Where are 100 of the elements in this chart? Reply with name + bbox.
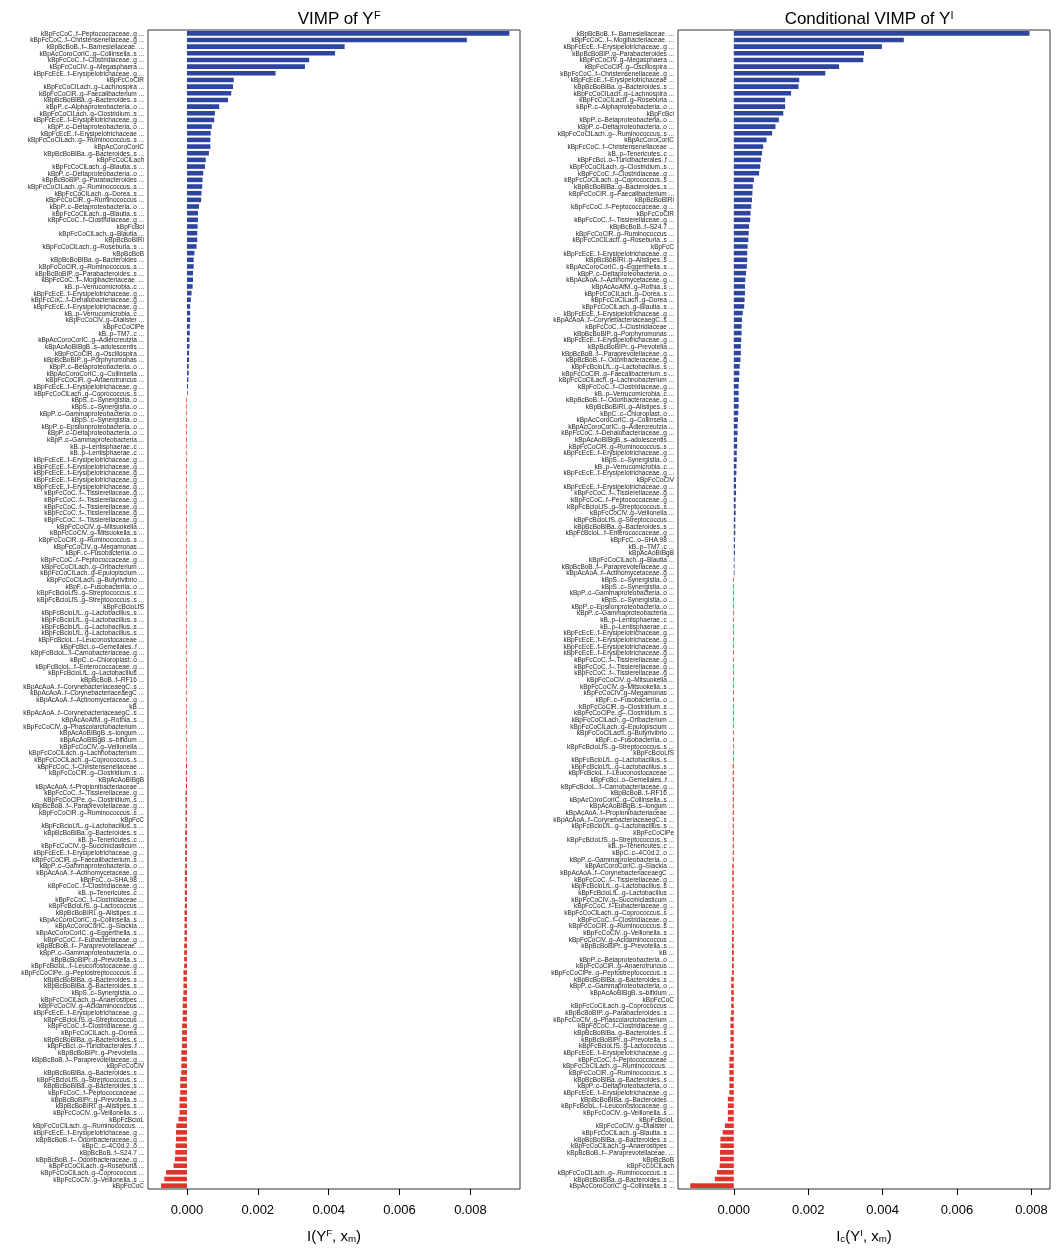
bar	[166, 1170, 187, 1175]
bar	[186, 170, 204, 176]
bar	[733, 324, 742, 329]
bar	[180, 1090, 187, 1095]
bar	[733, 84, 799, 89]
bar	[720, 1136, 734, 1142]
bar	[182, 1010, 187, 1015]
bar	[186, 264, 194, 269]
x-tick-label: 0.004	[866, 1202, 899, 1217]
x-tick-label: 0.002	[791, 1202, 825, 1217]
bar	[729, 1056, 734, 1062]
bar	[733, 164, 761, 169]
bar	[733, 364, 740, 369]
bar	[730, 1030, 734, 1035]
bar	[731, 990, 734, 995]
bar	[733, 424, 738, 429]
bar	[186, 144, 211, 149]
bar	[724, 1123, 734, 1129]
bar	[690, 1183, 734, 1188]
bar	[733, 284, 745, 289]
bar	[730, 1043, 734, 1049]
bar	[184, 876, 187, 882]
bar	[733, 44, 882, 49]
bar	[186, 277, 193, 283]
bar	[186, 357, 190, 363]
bar	[184, 943, 187, 949]
bar	[733, 130, 773, 136]
x-tick-label: 0.008	[1015, 1202, 1048, 1217]
bar	[733, 317, 742, 323]
bar	[733, 90, 792, 96]
bar	[733, 337, 742, 343]
bar	[186, 51, 336, 56]
bar	[180, 1076, 187, 1082]
bar	[731, 1003, 734, 1009]
bar	[731, 996, 734, 1002]
bar	[186, 150, 209, 156]
bar	[733, 124, 776, 129]
bar	[729, 1076, 734, 1082]
bar	[178, 1116, 187, 1122]
x-tick-label: 0.006	[940, 1202, 974, 1217]
bar	[733, 437, 738, 442]
bar	[179, 1110, 187, 1115]
bar	[181, 1050, 187, 1055]
x-tick-label: 0.000	[170, 1202, 204, 1217]
bar	[175, 1130, 187, 1135]
bar	[186, 297, 191, 303]
x-tick-label: 0.000	[717, 1202, 751, 1217]
bar	[181, 1056, 187, 1062]
bar	[733, 344, 741, 349]
bar	[729, 1070, 734, 1075]
bar	[733, 357, 741, 363]
bar	[184, 923, 187, 929]
bar	[184, 950, 187, 955]
bar	[722, 1130, 734, 1135]
bar	[733, 170, 760, 176]
bar	[733, 224, 750, 229]
bar	[733, 377, 740, 382]
bar	[729, 1083, 734, 1089]
bar	[184, 870, 187, 875]
bar	[733, 384, 739, 389]
bar	[733, 204, 752, 209]
bar	[719, 1163, 734, 1168]
bar	[733, 71, 826, 76]
bar	[720, 1150, 734, 1155]
bar	[733, 397, 739, 402]
bar	[186, 304, 191, 309]
x-tick-label: 0.002	[241, 1202, 275, 1217]
bar	[186, 31, 510, 36]
bar	[184, 916, 187, 922]
bar	[183, 983, 187, 989]
bar	[730, 1023, 734, 1029]
bar	[186, 184, 203, 189]
bar	[731, 983, 734, 989]
bar	[733, 64, 840, 69]
bar	[733, 304, 745, 309]
bar	[186, 290, 192, 296]
bar	[720, 1143, 734, 1148]
bar	[183, 990, 187, 995]
bar	[729, 1090, 734, 1095]
bar	[186, 257, 194, 263]
bar	[733, 104, 786, 109]
bar	[186, 164, 206, 169]
bar	[176, 1123, 187, 1129]
bar	[186, 330, 190, 336]
bar	[733, 31, 1030, 36]
bar	[186, 224, 198, 229]
bar	[186, 90, 232, 96]
bar	[183, 970, 187, 975]
bar	[184, 956, 187, 962]
bar	[161, 1183, 187, 1188]
bar	[186, 344, 190, 349]
bar	[733, 297, 745, 303]
bar	[731, 976, 734, 982]
bar	[184, 963, 187, 969]
bar	[186, 130, 211, 136]
bar	[733, 477, 737, 482]
bar	[184, 890, 187, 895]
bar	[186, 204, 200, 209]
bar	[186, 44, 345, 49]
bar	[186, 284, 193, 289]
